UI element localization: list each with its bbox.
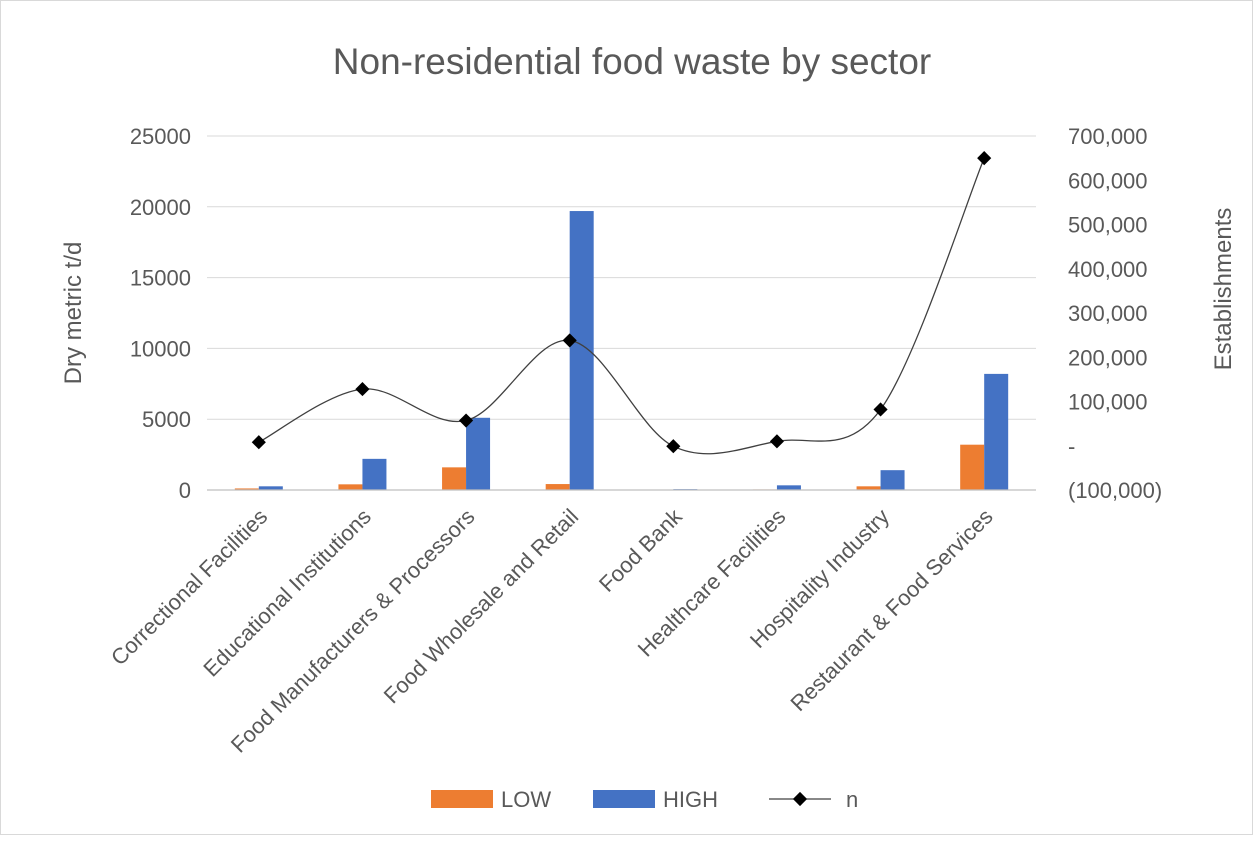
bar-low <box>546 484 570 490</box>
x-tick-label: Restaurant & Food Services <box>785 504 997 716</box>
y2-tick-label: 200,000 <box>1068 345 1148 370</box>
y-axis-label: Dry metric t/d <box>60 242 87 385</box>
y-axis-right: (100,000) - 100,000 200,000 300,000 400,000 50… <box>1068 124 1162 503</box>
bar-low <box>338 484 362 490</box>
legend-swatch-low <box>431 790 493 808</box>
y-tick-label: 0 <box>179 478 191 503</box>
y2-tick-label: (100,000) <box>1068 478 1162 503</box>
y2-axis-label: Establishments <box>1210 208 1237 371</box>
bar-high <box>984 374 1008 490</box>
line-series <box>252 151 992 454</box>
bar-high <box>362 459 386 490</box>
legend-label: HIGH <box>663 787 718 812</box>
line-point <box>355 382 369 396</box>
y-tick-label: 5000 <box>142 407 191 432</box>
bar-high <box>777 485 801 490</box>
y2-tick-label: 100,000 <box>1068 390 1148 415</box>
legend-label: n <box>846 787 858 812</box>
y2-tick-label: 500,000 <box>1068 213 1148 238</box>
line-point <box>873 402 887 416</box>
bars <box>235 211 1008 490</box>
bar-high <box>881 470 905 490</box>
legend-label: LOW <box>501 787 551 812</box>
line-point <box>666 439 680 453</box>
legend: LOW HIGH n <box>431 787 858 812</box>
y-axis-left: 0 5000 10000 15000 20000 25000 <box>130 124 191 503</box>
x-tick-label: Food Bank <box>594 503 688 597</box>
legend-marker <box>793 792 807 806</box>
y-tick-label: 20000 <box>130 195 191 220</box>
y2-tick-label: 400,000 <box>1068 257 1148 282</box>
line-point <box>252 435 266 449</box>
bar-low <box>442 467 466 490</box>
y-tick-label: 10000 <box>130 336 191 361</box>
legend-swatch-high <box>593 790 655 808</box>
line-point <box>977 151 991 165</box>
y2-tick-label: 300,000 <box>1068 301 1148 326</box>
y-tick-label: 15000 <box>130 266 191 291</box>
bar-low <box>960 445 984 490</box>
y2-tick-label: 600,000 <box>1068 168 1148 193</box>
bar-high <box>466 418 490 490</box>
line-point <box>770 434 784 448</box>
y-tick-label: 25000 <box>130 124 191 149</box>
y2-tick-label: - <box>1068 434 1075 459</box>
gridlines <box>207 136 1036 419</box>
y2-tick-label: 700,000 <box>1068 124 1148 149</box>
chart-title: Non-residential food waste by sector <box>333 41 931 82</box>
x-tick-label: Food Wholesale and Retail <box>379 504 583 708</box>
x-tick-label: Educational Institutions <box>198 504 376 682</box>
